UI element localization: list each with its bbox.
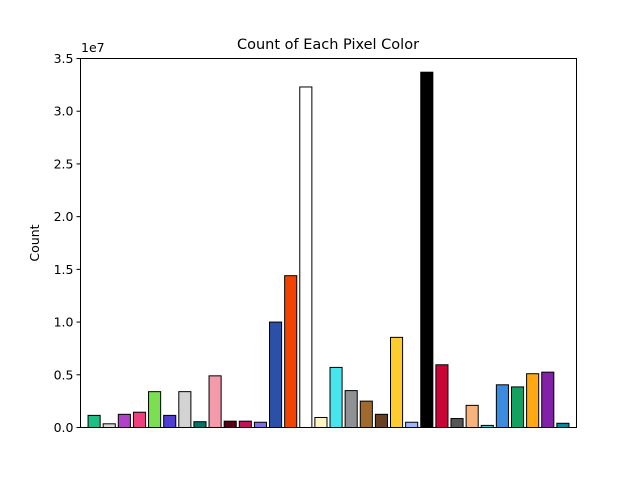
y-tick-label: 0.5 bbox=[54, 367, 74, 382]
bar bbox=[556, 422, 570, 428]
y-tick-label: 2.0 bbox=[54, 209, 74, 224]
bar bbox=[253, 421, 267, 429]
bar bbox=[132, 411, 147, 428]
bar bbox=[344, 390, 358, 429]
bar bbox=[102, 423, 116, 428]
y-tick-label: 3.0 bbox=[54, 104, 74, 119]
bar bbox=[359, 400, 373, 429]
bar bbox=[284, 275, 298, 428]
y-scale-label: 1e7 bbox=[81, 40, 105, 55]
bar bbox=[163, 414, 177, 429]
bar bbox=[390, 336, 404, 428]
bar bbox=[495, 384, 509, 428]
bar bbox=[526, 373, 540, 429]
bar bbox=[450, 418, 464, 429]
bar bbox=[208, 375, 222, 428]
bar bbox=[420, 71, 434, 429]
y-tick-label: 2.5 bbox=[54, 156, 74, 171]
y-axis-label: Count bbox=[27, 224, 42, 261]
bar bbox=[435, 364, 449, 428]
y-tick-label: 1.5 bbox=[54, 262, 74, 277]
y-tick-label: 1.0 bbox=[54, 315, 74, 330]
y-tick-label: 0.0 bbox=[54, 420, 74, 435]
bar bbox=[314, 416, 328, 429]
bar bbox=[223, 420, 237, 429]
bar bbox=[541, 371, 555, 428]
bar bbox=[87, 414, 101, 429]
bar bbox=[238, 420, 252, 429]
bar bbox=[329, 366, 343, 429]
y-tick-label: 3.5 bbox=[54, 51, 74, 66]
bar bbox=[374, 413, 388, 429]
bar bbox=[178, 391, 192, 428]
bar bbox=[299, 86, 313, 428]
chart-title: Count of Each Pixel Color bbox=[237, 37, 419, 53]
plot-frame bbox=[80, 58, 577, 428]
y-axis-ticks: 0.0 0.5 1.0 1.5 2.0 2.5 3.0 3.5 bbox=[54, 51, 81, 435]
bar bbox=[269, 321, 283, 429]
bar bbox=[405, 421, 419, 429]
bar bbox=[465, 404, 479, 428]
bar bbox=[148, 391, 162, 428]
bar bbox=[117, 413, 131, 429]
bar bbox=[193, 421, 207, 429]
bar bbox=[510, 386, 525, 429]
bar-series bbox=[87, 71, 570, 429]
